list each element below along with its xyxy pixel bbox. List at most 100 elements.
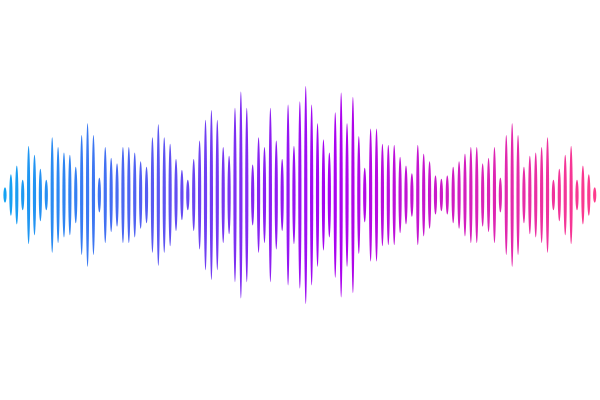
waveform-bar xyxy=(445,175,449,215)
waveform-bar xyxy=(150,137,155,253)
waveform-bar xyxy=(203,119,208,271)
waveform-bar xyxy=(215,119,219,271)
waveform-bar xyxy=(21,179,25,211)
waveform-bar xyxy=(15,165,19,225)
waveform-bar xyxy=(492,147,497,243)
waveform-bar xyxy=(50,137,54,253)
waveform-bar xyxy=(528,155,532,235)
waveform-bar xyxy=(245,107,249,283)
waveform-bar xyxy=(127,147,131,243)
waveform-bar xyxy=(56,147,60,243)
waveform-bar xyxy=(26,145,31,245)
waveform-bar xyxy=(304,86,308,304)
waveform-bar xyxy=(333,112,337,278)
waveform-bar xyxy=(198,140,202,250)
waveform-bar xyxy=(251,164,255,226)
waveform-bar xyxy=(569,145,573,245)
waveform-bar xyxy=(144,166,149,224)
waveform-bar xyxy=(209,110,213,280)
waveform-bar xyxy=(587,174,591,216)
waveform-bar xyxy=(575,179,579,211)
waveform-bar xyxy=(422,153,426,237)
waveform-bar xyxy=(545,137,550,253)
waveform-bar xyxy=(9,174,13,216)
waveform-bar xyxy=(121,147,125,243)
waveform-bar xyxy=(392,144,396,246)
waveform-bar xyxy=(256,137,261,253)
waveform-bar xyxy=(510,123,514,267)
waveform-bar xyxy=(268,107,272,283)
waveform-bar xyxy=(540,147,544,243)
waveform-bar xyxy=(133,152,137,238)
waveform-bar xyxy=(80,135,84,255)
waveform-bar xyxy=(292,145,296,245)
waveform-bar xyxy=(416,144,420,246)
waveform-bar xyxy=(410,173,414,217)
waveform-bar xyxy=(451,166,455,224)
waveform-bar xyxy=(498,177,502,213)
waveform-bar xyxy=(557,168,561,222)
waveform-bar xyxy=(551,179,556,211)
waveform-bar xyxy=(156,124,160,266)
waveform-bar xyxy=(563,154,567,236)
waveform-bar xyxy=(74,166,78,224)
waveform-bar xyxy=(103,147,107,243)
waveform-bar xyxy=(327,152,331,238)
waveform-bar xyxy=(233,107,237,283)
waveform-bar xyxy=(221,147,225,243)
waveform-bar xyxy=(374,128,379,262)
waveform-bar xyxy=(427,161,432,229)
waveform-bar xyxy=(380,143,385,247)
waveform-bar xyxy=(162,137,166,253)
waveform-bar xyxy=(398,156,402,234)
waveform-bar xyxy=(404,165,408,225)
waveform-bar xyxy=(504,135,508,255)
waveform-bar xyxy=(581,165,585,225)
waveform-bar xyxy=(274,140,278,250)
waveform-bar xyxy=(186,179,190,211)
waveform-bar xyxy=(32,154,37,236)
waveform-bar xyxy=(115,163,119,227)
waveform-bar xyxy=(469,147,473,243)
waveform-bar xyxy=(486,157,491,233)
waveform-bar xyxy=(433,175,438,215)
waveform-bar xyxy=(369,128,373,262)
waveform-bar xyxy=(3,187,7,203)
waveform-bar xyxy=(280,159,284,231)
waveform-bar xyxy=(357,136,361,254)
waveform-bar xyxy=(481,163,485,227)
waveform-bar xyxy=(522,166,526,224)
waveform-bar xyxy=(239,91,243,299)
waveform-bar xyxy=(38,168,42,222)
waveform-bar xyxy=(321,139,326,251)
waveform-bar xyxy=(109,157,113,233)
waveform-bar xyxy=(534,152,538,238)
waveform-bar xyxy=(339,92,343,298)
waveform-bar xyxy=(91,135,96,255)
waveform-bar xyxy=(298,101,302,289)
waveform-bar xyxy=(475,147,479,243)
waveform-bar xyxy=(44,179,48,211)
waveform-bar xyxy=(463,153,467,237)
waveform-bar xyxy=(439,178,443,212)
waveform-bar xyxy=(262,147,267,243)
waveform-bar xyxy=(227,155,231,235)
waveform-bar xyxy=(168,143,172,247)
waveform-bar xyxy=(345,123,349,267)
waveform-bar xyxy=(85,123,90,267)
waveform-bar xyxy=(516,135,520,255)
waveform-bar xyxy=(139,161,143,229)
waveform-bar xyxy=(351,96,355,294)
waveform-bar xyxy=(310,104,314,286)
waveform-bar xyxy=(62,152,66,238)
waveform-bar xyxy=(457,161,461,229)
waveform-bar xyxy=(174,159,178,231)
waveform-bar xyxy=(97,177,101,213)
waveform-bars xyxy=(3,86,597,304)
waveform-bar xyxy=(593,187,597,203)
waveform-bar xyxy=(68,154,72,236)
waveform-bar xyxy=(363,167,367,223)
waveform-bar xyxy=(192,159,196,231)
waveform-bar xyxy=(315,123,320,267)
